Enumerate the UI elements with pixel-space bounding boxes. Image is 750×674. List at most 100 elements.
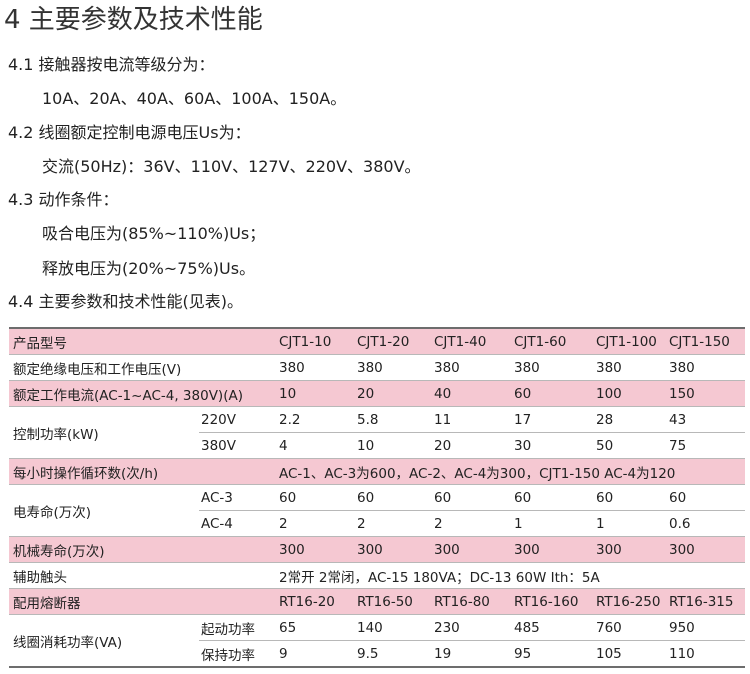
table-row-coil-hold-power: 保持功率 9 9.5 19 95 105 110 (9, 640, 745, 668)
value-cell: RT16-20 (277, 588, 355, 615)
table-row-header: 产品型号 CJT1-10 CJT1-20 CJT1-40 CJT1-60 CJT… (9, 327, 745, 355)
value-cell: 105 (594, 640, 667, 668)
value-cell: 60 (355, 484, 432, 511)
section-4-1-line: 10A、20A、40A、60A、100A、150A。 (42, 89, 347, 108)
row-label: 产品型号 (9, 327, 277, 355)
value-cell: 2.2 (277, 406, 355, 433)
sub-label: AC-3 (199, 484, 277, 511)
table-row-operating-cycles: 每小时操作循环数(次/h) AC-1、AC-3为600，AC-2、AC-4为30… (9, 458, 745, 485)
model-cell: CJT1-40 (432, 327, 512, 355)
table-row-fuse: 配用熔断器 RT16-20 RT16-50 RT16-80 RT16-160 R… (9, 588, 745, 615)
value-cell: 760 (594, 614, 667, 641)
value-cell: 43 (667, 406, 745, 433)
value-cell: 19 (432, 640, 512, 668)
value-cell: 2常开 2常闭，AC-15 180VA；DC-13 60W Ith：5A (277, 562, 745, 589)
row-label: 额定工作电流(AC-1~AC-4, 380V)(A) (9, 380, 277, 407)
value-cell: 100 (594, 380, 667, 407)
row-label: 机械寿命(万次) (9, 536, 277, 563)
table-row-control-power-380: 380V 4 10 20 30 50 75 (9, 432, 745, 459)
value-cell: 150 (667, 380, 745, 407)
table-row-electrical-life-ac4: AC-4 2 2 2 1 1 0.6 (9, 510, 745, 537)
value-cell: 60 (594, 484, 667, 511)
value-cell: 0.6 (667, 510, 745, 537)
value-cell: 40 (432, 380, 512, 407)
table-row-mechanical-life: 机械寿命(万次) 300 300 300 300 300 300 (9, 536, 745, 563)
model-cell: CJT1-100 (594, 327, 667, 355)
section-4-3-line-2: 释放电压为(20%~75%)Us。 (42, 259, 256, 278)
section-4-2-line: 交流(50Hz)：36V、110V、127V、220V、380V。 (42, 157, 421, 176)
value-cell: 4 (277, 432, 355, 459)
value-cell: 30 (512, 432, 594, 459)
parameters-table: 产品型号 CJT1-10 CJT1-20 CJT1-40 CJT1-60 CJT… (9, 327, 745, 668)
value-cell: 75 (667, 432, 745, 459)
sub-label: 380V (199, 432, 277, 459)
table-row-auxiliary-contacts: 辅助触头 2常开 2常闭，AC-15 180VA；DC-13 60W Ith：5… (9, 562, 745, 589)
value-cell: 2 (277, 510, 355, 537)
value-cell: 65 (277, 614, 355, 641)
sub-label: AC-4 (199, 510, 277, 537)
value-cell: 380 (432, 354, 512, 381)
value-cell: 2 (432, 510, 512, 537)
value-cell: 2 (355, 510, 432, 537)
table-row-coil-start-power: 线圈消耗功率(VA) 起动功率 65 140 230 485 760 950 (9, 614, 745, 668)
value-cell: 9.5 (355, 640, 432, 668)
value-cell: 950 (667, 614, 745, 641)
value-cell: 60 (512, 484, 594, 511)
value-cell: 10 (277, 380, 355, 407)
section-4-3-line-1: 吸合电压为(85%~110%)Us； (42, 224, 266, 243)
value-cell: 17 (512, 406, 594, 433)
value-cell: AC-1、AC-3为600，AC-2、AC-4为300，CJT1-150 AC-… (277, 458, 745, 485)
value-cell: 1 (594, 510, 667, 537)
value-cell: 110 (667, 640, 745, 668)
model-cell: CJT1-150 (667, 327, 745, 355)
row-label: 控制功率(kW) (9, 406, 199, 459)
value-cell: RT16-315 (667, 588, 745, 615)
row-label: 电寿命(万次) (9, 484, 199, 537)
value-cell: 60 (667, 484, 745, 511)
value-cell: 5.8 (355, 406, 432, 433)
value-cell: RT16-250 (594, 588, 667, 615)
value-cell: 300 (667, 536, 745, 563)
row-label: 线圈消耗功率(VA) (9, 614, 199, 668)
value-cell: 60 (277, 484, 355, 511)
value-cell: RT16-80 (432, 588, 512, 615)
sub-label: 起动功率 (199, 614, 277, 641)
value-cell: 20 (355, 380, 432, 407)
value-cell: 380 (594, 354, 667, 381)
sub-label: 220V (199, 406, 277, 433)
sub-label: 保持功率 (199, 640, 277, 668)
value-cell: 20 (432, 432, 512, 459)
page-title: 4 主要参数及技术性能 (4, 5, 263, 35)
table-row-control-power-220: 控制功率(kW) 220V 2.2 5.8 11 17 28 43 (9, 406, 745, 459)
section-4-2-heading: 4.2 线圈额定控制电源电压Us为： (8, 123, 251, 142)
value-cell: 28 (594, 406, 667, 433)
model-cell: CJT1-10 (277, 327, 355, 355)
value-cell: 485 (512, 614, 594, 641)
model-cell: CJT1-60 (512, 327, 594, 355)
row-label: 额定绝缘电压和工作电压(V) (9, 354, 277, 381)
value-cell: 9 (277, 640, 355, 668)
value-cell: 1 (512, 510, 594, 537)
model-cell: CJT1-20 (355, 327, 432, 355)
section-4-3-heading: 4.3 动作条件： (8, 190, 119, 209)
value-cell: RT16-160 (512, 588, 594, 615)
row-label: 配用熔断器 (9, 588, 277, 615)
value-cell: 300 (512, 536, 594, 563)
row-label: 每小时操作循环数(次/h) (9, 458, 277, 485)
value-cell: 60 (432, 484, 512, 511)
value-cell: 10 (355, 432, 432, 459)
table-row-rated-current: 额定工作电流(AC-1~AC-4, 380V)(A) 10 20 40 60 1… (9, 380, 745, 407)
value-cell: 50 (594, 432, 667, 459)
value-cell: 140 (355, 614, 432, 641)
value-cell: 380 (355, 354, 432, 381)
value-cell: 230 (432, 614, 512, 641)
value-cell: 60 (512, 380, 594, 407)
value-cell: 95 (512, 640, 594, 668)
value-cell: RT16-50 (355, 588, 432, 615)
value-cell: 380 (667, 354, 745, 381)
value-cell: 300 (432, 536, 512, 563)
value-cell: 11 (432, 406, 512, 433)
value-cell: 300 (355, 536, 432, 563)
value-cell: 380 (512, 354, 594, 381)
table-row-insulation-voltage: 额定绝缘电压和工作电压(V) 380 380 380 380 380 380 (9, 354, 745, 381)
